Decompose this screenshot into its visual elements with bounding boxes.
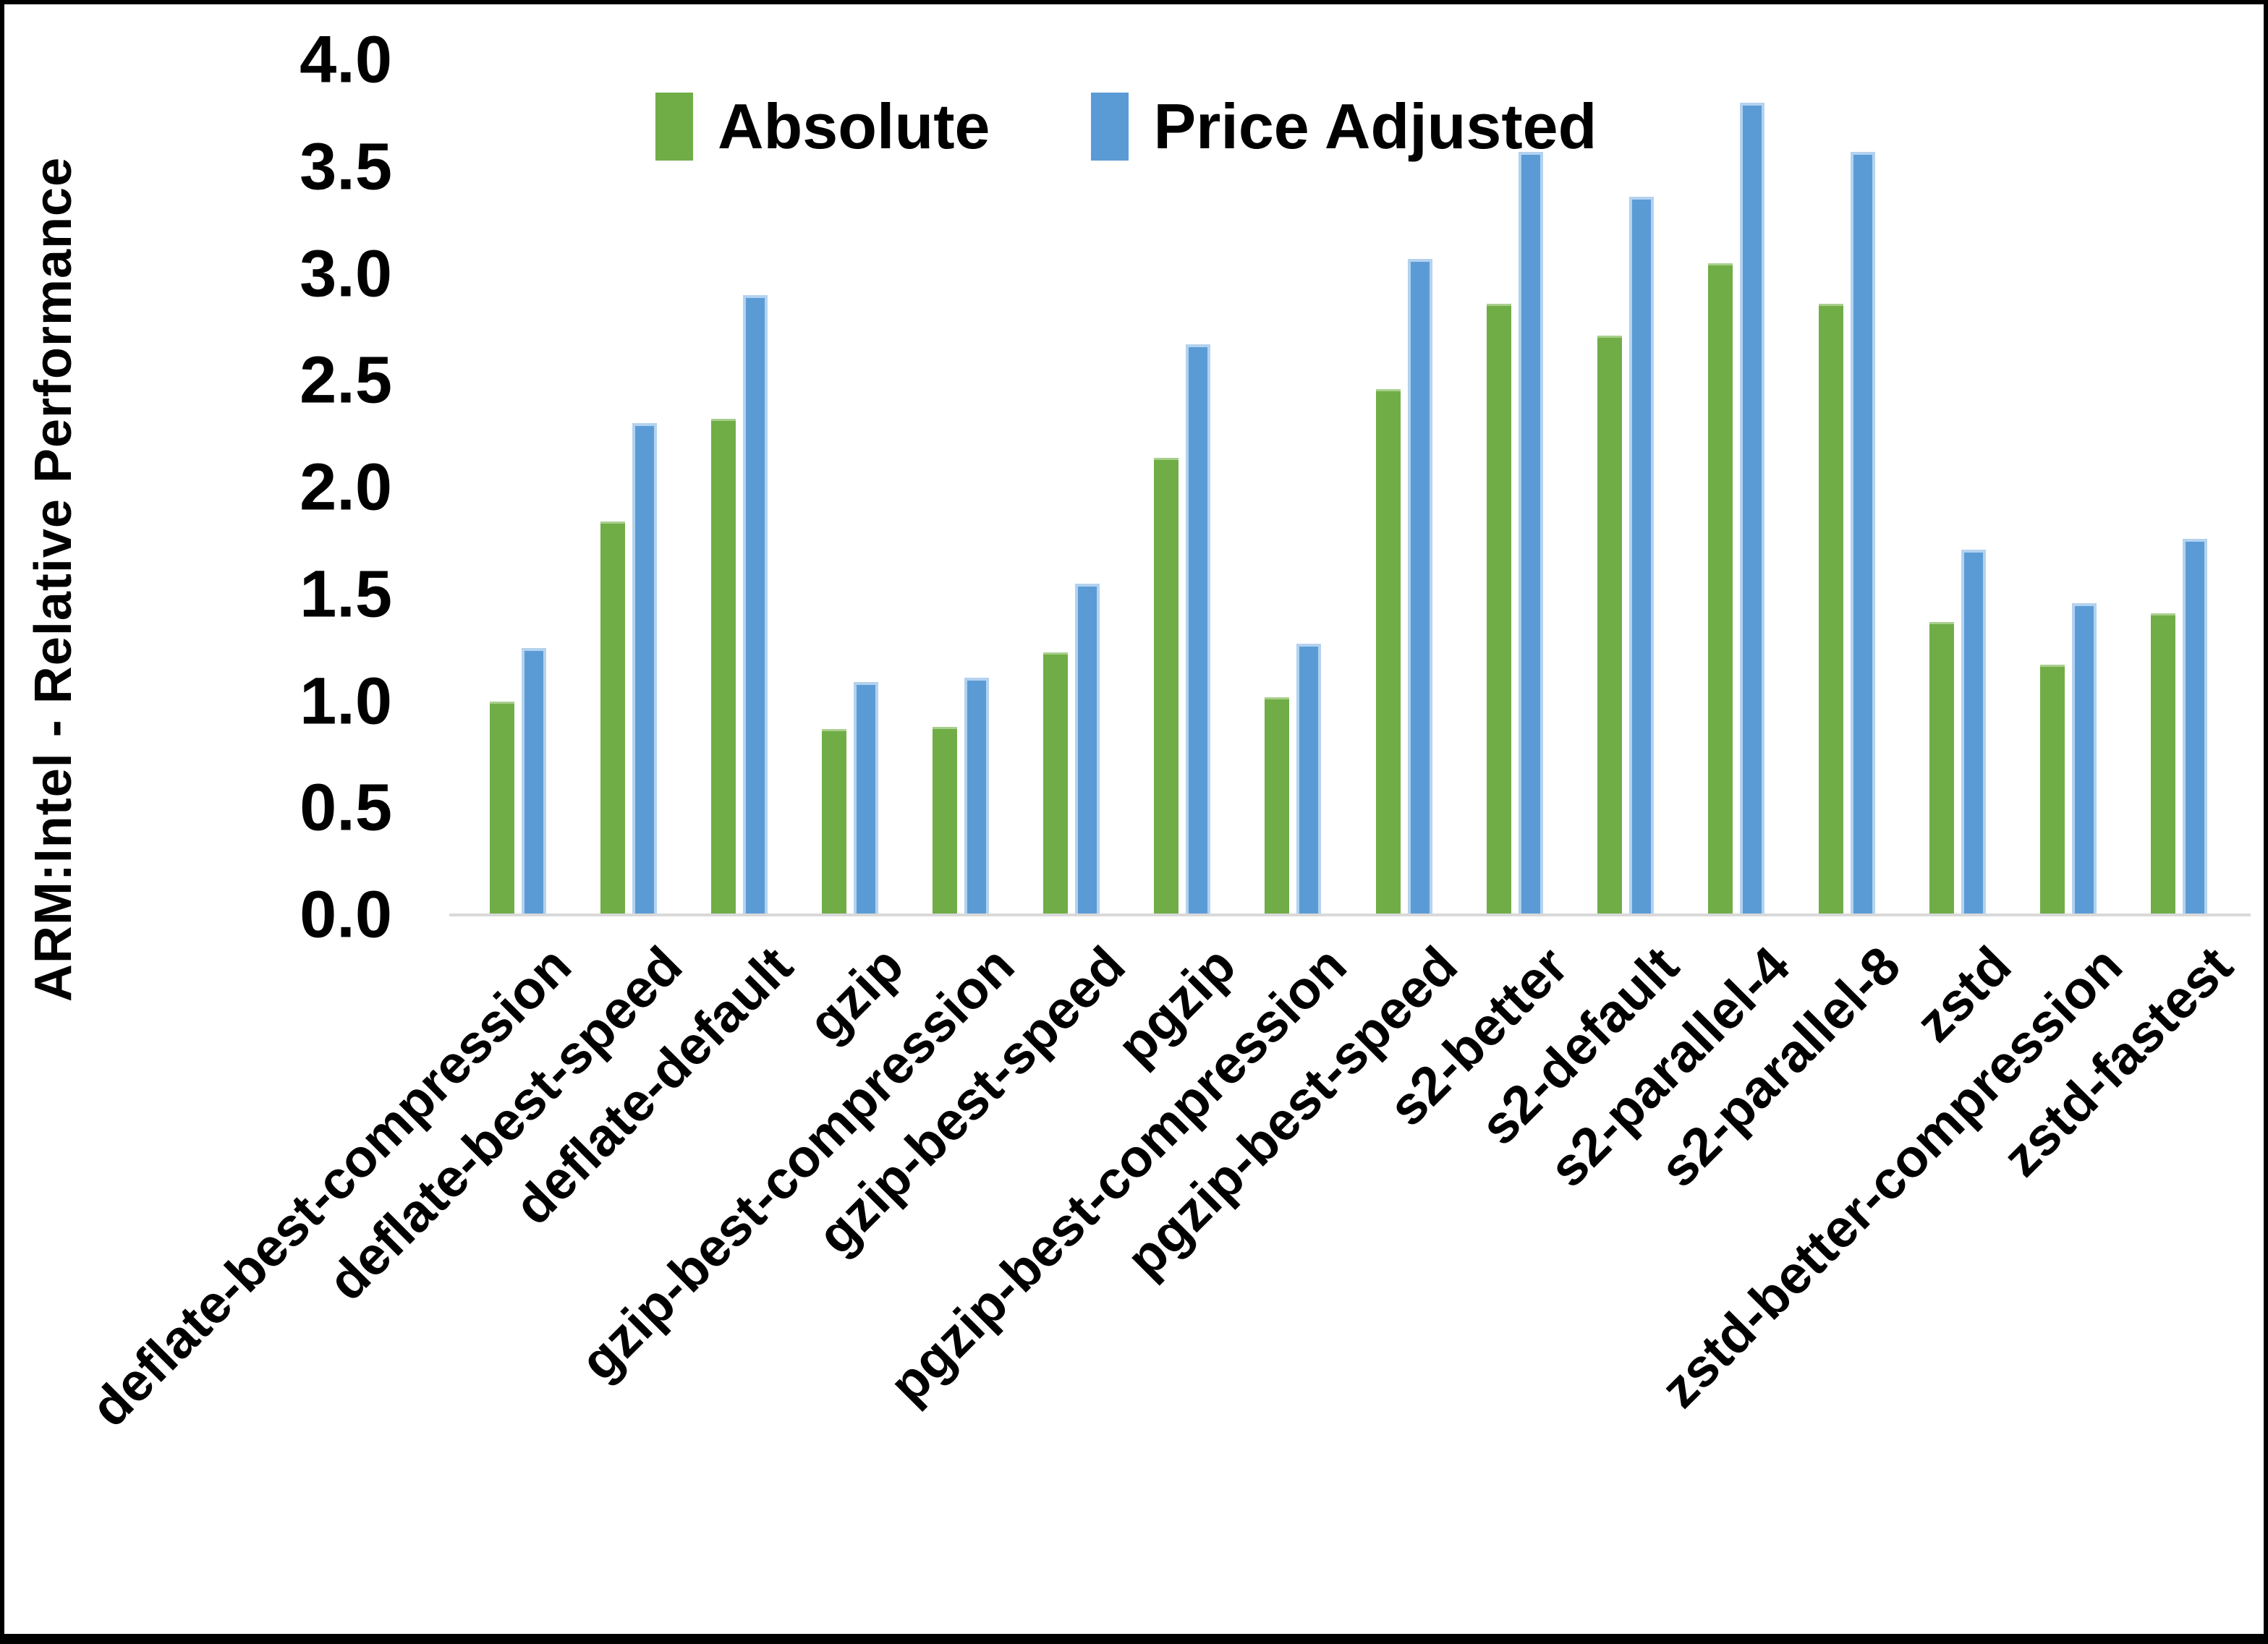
bar-absolute-s2-better <box>1486 303 1511 915</box>
bar-absolute-s2-parallel-4 <box>1707 263 1733 915</box>
x-axis-line <box>449 913 2251 916</box>
legend-label-absolute: Absolute <box>718 90 990 162</box>
bar-group-s2-parallel-8 <box>1792 60 1903 915</box>
bar-price-adjusted-s2-parallel-8 <box>1851 152 1876 915</box>
bar-group-deflate-best-speed <box>573 60 684 915</box>
bar-price-adjusted-pgzip <box>1186 344 1211 915</box>
legend-swatch-absolute <box>655 93 693 161</box>
bar-absolute-zstd-better-compression <box>2040 665 2065 915</box>
bar-price-adjusted-deflate-best-speed <box>632 423 657 915</box>
plot-area <box>462 60 2235 915</box>
bar-price-adjusted-deflate-default <box>742 295 768 915</box>
bar-absolute-zstd-fastest <box>2151 613 2176 915</box>
bar-group-gzip-best-speed <box>1016 60 1127 915</box>
legend-entry-price-adjusted: Price Adjusted <box>1091 90 1597 163</box>
bar-group-s2-default <box>1570 60 1681 915</box>
bar-group-pgzip-best-compression <box>1238 60 1349 915</box>
bar-price-adjusted-deflate-best-compression <box>521 647 546 915</box>
bar-absolute-pgzip <box>1154 457 1179 915</box>
bar-group-pgzip <box>1127 60 1238 915</box>
bar-price-adjusted-zstd-fastest <box>2183 538 2208 915</box>
bar-price-adjusted-zstd-better-compression <box>2072 602 2097 915</box>
y-tick-2.5: 2.5 <box>300 343 392 417</box>
bar-price-adjusted-gzip <box>853 681 878 915</box>
bar-absolute-deflate-best-compression <box>489 701 514 915</box>
y-tick-1.5: 1.5 <box>300 557 392 631</box>
y-tick-0.5: 0.5 <box>300 770 392 845</box>
bar-absolute-gzip-best-speed <box>1043 652 1069 915</box>
y-tick-3.5: 3.5 <box>300 129 392 204</box>
bar-absolute-deflate-best-speed <box>600 521 625 915</box>
bar-group-zstd-better-compression <box>2013 60 2124 915</box>
legend-label-price-adjusted: Price Adjusted <box>1153 90 1597 162</box>
bar-absolute-gzip <box>821 728 846 915</box>
bar-group-gzip-best-compression <box>906 60 1016 915</box>
bar-group-deflate-best-compression <box>462 60 573 915</box>
legend: Absolute Price Adjusted <box>655 90 1597 163</box>
bar-price-adjusted-gzip-best-compression <box>964 678 990 915</box>
bar-group-deflate-default <box>684 60 794 915</box>
legend-entry-absolute: Absolute <box>655 90 990 163</box>
bar-price-adjusted-pgzip-best-speed <box>1407 258 1432 915</box>
bar-price-adjusted-zstd <box>1961 549 1987 915</box>
bar-group-s2-better <box>1459 60 1570 915</box>
bar-absolute-gzip-best-compression <box>933 726 958 915</box>
bar-absolute-s2-parallel-8 <box>1819 303 1844 915</box>
bar-absolute-s2-default <box>1597 336 1622 915</box>
y-tick-0.0: 0.0 <box>300 877 392 952</box>
x-label-deflate-best-compression: deflate-best-compression <box>79 934 582 1439</box>
bar-absolute-pgzip-best-compression <box>1265 697 1290 915</box>
bar-group-s2-parallel-4 <box>1681 60 1791 915</box>
y-tick-3.0: 3.0 <box>300 237 392 310</box>
bar-group-zstd <box>1903 60 2013 915</box>
bar-group-gzip <box>794 60 905 915</box>
bar-price-adjusted-s2-default <box>1628 197 1654 915</box>
bar-absolute-pgzip-best-speed <box>1375 389 1401 915</box>
bar-price-adjusted-gzip-best-speed <box>1075 583 1100 915</box>
y-axis-title: ARM:Intel - Relative Performance <box>25 156 82 1002</box>
bar-price-adjusted-pgzip-best-compression <box>1296 643 1322 915</box>
bar-group-pgzip-best-speed <box>1349 60 1459 915</box>
bar-group-zstd-fastest <box>2124 60 2235 915</box>
y-tick-1.0: 1.0 <box>300 664 392 738</box>
legend-swatch-price-adjusted <box>1091 93 1129 161</box>
y-tick-2.0: 2.0 <box>300 450 392 524</box>
bar-absolute-zstd <box>1929 622 1955 915</box>
bar-absolute-deflate-default <box>710 419 736 915</box>
bar-price-adjusted-s2-parallel-4 <box>1739 103 1764 915</box>
bar-price-adjusted-s2-better <box>1518 152 1543 915</box>
y-tick-4.0: 4.0 <box>300 22 392 97</box>
